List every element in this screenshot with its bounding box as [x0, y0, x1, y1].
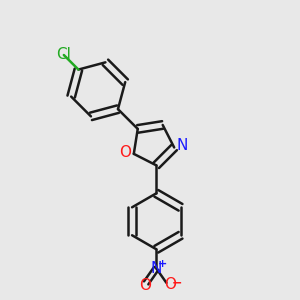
Text: O: O: [119, 145, 131, 160]
Text: N: N: [151, 261, 162, 276]
Text: N: N: [177, 138, 188, 153]
Text: O: O: [139, 278, 151, 293]
Text: +: +: [158, 259, 167, 269]
Text: O: O: [164, 277, 176, 292]
Text: −: −: [172, 276, 182, 290]
Text: Cl: Cl: [56, 47, 71, 62]
